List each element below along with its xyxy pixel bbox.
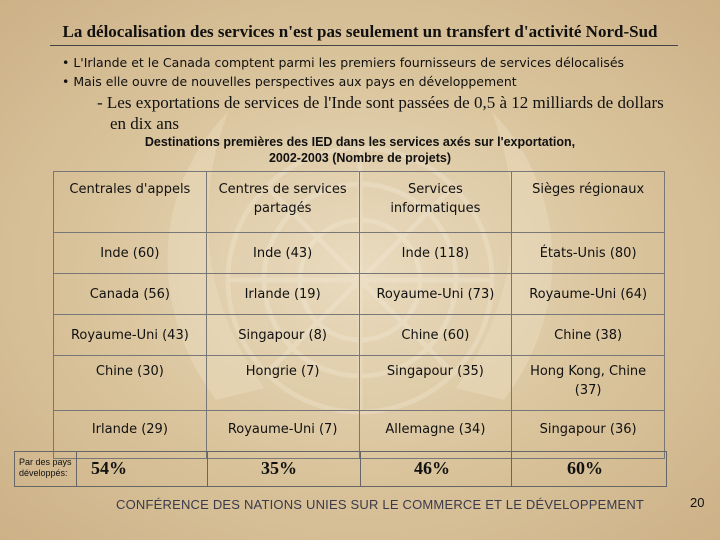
table-cell: Inde (60) — [53, 232, 207, 274]
sub-point-line2: en dix ans — [110, 114, 179, 133]
table-cell: Irlande (19) — [205, 273, 360, 315]
table-cell: Hongrie (7) — [205, 355, 360, 411]
column-divider — [511, 452, 512, 486]
table-cell: États-Unis (80) — [511, 232, 665, 274]
table-cell: Singapour (35) — [358, 355, 513, 411]
table-cell: Canada (56) — [53, 273, 207, 315]
share-call-centers: 54% — [91, 458, 127, 478]
fdi-destinations-table: Centrales d'appels Centres de services p… — [53, 171, 665, 459]
table-cell: Singapour (36) — [511, 410, 665, 459]
table-row: Chine (30) Hongrie (7) Singapour (35) Ho… — [53, 355, 665, 411]
table-cell: Royaume-Uni (7) — [205, 410, 360, 459]
table-header-row: Centrales d'appels Centres de services p… — [53, 171, 665, 233]
table-cell: Chine (60) — [358, 314, 513, 356]
developed-countries-label: Par des pays développés: — [15, 452, 77, 486]
table-header-cell: Services informatiques — [358, 171, 513, 233]
table-caption: Destinations premières des IED dans les … — [0, 134, 720, 166]
organization-footer: CONFÉRENCE DES NATIONS UNIES SUR LE COMM… — [116, 497, 645, 512]
share-shared-services: 35% — [261, 458, 297, 478]
sub-point-line1: - Les exportations de services de l'Inde… — [97, 93, 664, 112]
table-header-cell: Sièges régionaux — [511, 171, 665, 233]
share-it-services: 46% — [414, 458, 450, 478]
table-header-cell: Centres de services partagés — [205, 171, 360, 233]
title-underline — [50, 45, 678, 46]
table-header-cell: Centrales d'appels — [53, 171, 207, 233]
bullet-item: • L'Irlande et le Canada comptent parmi … — [62, 55, 625, 70]
table-cell: Singapour (8) — [205, 314, 360, 356]
table-cell: Inde (43) — [205, 232, 360, 274]
caption-line2: 2002-2003 (Nombre de projets) — [268, 151, 451, 165]
table-cell: Allemagne (34) — [358, 410, 513, 459]
table-row: Canada (56) Irlande (19) Royaume-Uni (73… — [53, 273, 665, 315]
table-cell: Hong Kong, Chine (37) — [511, 355, 665, 411]
bullet-item: • Mais elle ouvre de nouvelles perspecti… — [62, 74, 517, 89]
column-divider — [207, 452, 208, 486]
table-cell: Irlande (29) — [53, 410, 207, 459]
caption-line1: Destinations premières des IED dans les … — [144, 135, 576, 149]
sub-point: - Les exportations de services de l'Inde… — [97, 92, 707, 134]
table-row: Royaume-Uni (43) Singapour (8) Chine (60… — [53, 314, 665, 356]
bullet-list: • L'Irlande et le Canada comptent parmi … — [62, 53, 624, 91]
share-regional-hq: 60% — [567, 458, 603, 478]
table-cell: Chine (30) — [53, 355, 207, 411]
slide-title: La délocalisation des services n'est pas… — [62, 22, 658, 41]
table-cell: Inde (118) — [358, 232, 513, 274]
table-row: Irlande (29) Royaume-Uni (7) Allemagne (… — [53, 410, 665, 459]
table-cell: Royaume-Uni (73) — [358, 273, 513, 315]
table-cell: Royaume-Uni (64) — [511, 273, 665, 315]
table-cell: Royaume-Uni (43) — [53, 314, 207, 356]
page-number: 20 — [690, 495, 705, 510]
column-divider — [360, 452, 361, 486]
developed-countries-share-row: Par des pays développés: 54% 35% 46% 60% — [14, 451, 667, 487]
table-row: Inde (60) Inde (43) Inde (118) États-Uni… — [53, 232, 665, 274]
table-cell: Chine (38) — [511, 314, 665, 356]
